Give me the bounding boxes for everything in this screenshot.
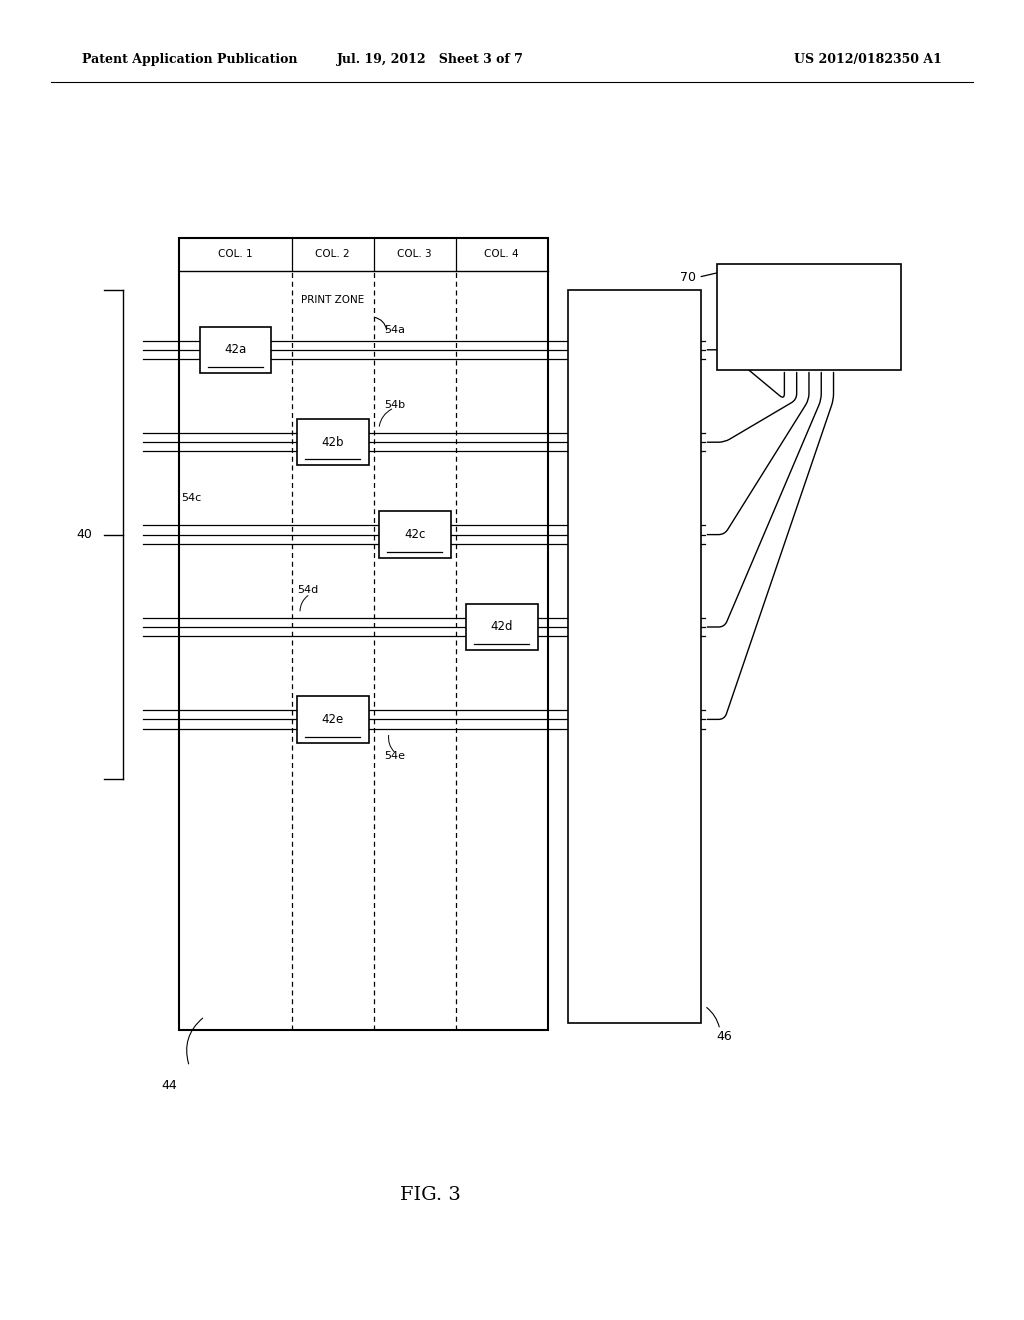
Bar [379,511,451,557]
Text: CONTROLLER: CONTROLLER [766,310,852,323]
Text: Patent Application Publication: Patent Application Publication [82,53,297,66]
Text: 42c: 42c [404,528,425,541]
Text: 54c: 54c [181,492,202,503]
Text: PRINT ZONE: PRINT ZONE [301,294,365,305]
Text: 54a: 54a [384,325,406,335]
Text: Jul. 19, 2012   Sheet 3 of 7: Jul. 19, 2012 Sheet 3 of 7 [337,53,523,66]
Text: 44: 44 [161,1078,177,1092]
Text: COL. 1: COL. 1 [218,249,253,259]
Text: COL. 2: COL. 2 [315,249,350,259]
Bar [297,697,369,742]
Bar [179,238,548,1030]
Text: 54e: 54e [384,751,406,762]
Text: COL. 4: COL. 4 [484,249,519,259]
Text: 42a: 42a [224,343,247,356]
Bar [466,603,538,649]
Text: SERVICE: SERVICE [611,632,658,642]
Text: 54b: 54b [384,400,406,411]
Text: FIG. 3: FIG. 3 [399,1185,461,1204]
Bar [200,326,271,372]
Text: 42d: 42d [490,620,513,634]
Text: 40: 40 [76,528,92,541]
Text: 70: 70 [680,271,696,284]
Text: 42b: 42b [322,436,344,449]
Bar [297,418,369,465]
Bar [568,290,701,1023]
Text: US 2012/0182350 A1: US 2012/0182350 A1 [795,53,942,66]
Text: 46: 46 [717,1030,732,1043]
Text: COL. 3: COL. 3 [397,249,432,259]
Text: 42e: 42e [322,713,344,726]
Bar [717,264,901,370]
Text: STATION: STATION [611,672,658,681]
Text: 54d: 54d [297,585,318,595]
